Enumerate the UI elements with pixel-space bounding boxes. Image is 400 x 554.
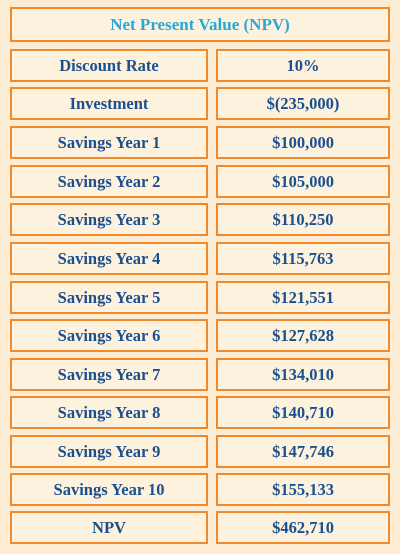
row-value-savings-year-1: $100,000: [216, 126, 390, 159]
row-label-savings-year-8: Savings Year 8: [10, 396, 208, 429]
row-label-discount-rate: Discount Rate: [10, 49, 208, 82]
row-label-savings-year-7: Savings Year 7: [10, 358, 208, 391]
row-value-discount-rate: 10%: [216, 49, 390, 82]
row-value-savings-year-4: $115,763: [216, 242, 390, 275]
row-label-savings-year-10: Savings Year 10: [10, 473, 208, 506]
row-value-savings-year-7: $134,010: [216, 358, 390, 391]
row-value-savings-year-6: $127,628: [216, 319, 390, 352]
row-value-savings-year-3: $110,250: [216, 203, 390, 236]
table-title: Net Present Value (NPV): [10, 7, 390, 42]
row-value-savings-year-5: $121,551: [216, 281, 390, 314]
row-label-savings-year-1: Savings Year 1: [10, 126, 208, 159]
row-label-savings-year-9: Savings Year 9: [10, 435, 208, 468]
row-label-investment: Investment: [10, 87, 208, 120]
row-label-savings-year-5: Savings Year 5: [10, 281, 208, 314]
row-label-savings-year-4: Savings Year 4: [10, 242, 208, 275]
row-value-savings-year-9: $147,746: [216, 435, 390, 468]
row-value-investment: $(235,000): [216, 87, 390, 120]
row-label-npv: NPV: [10, 511, 208, 544]
row-value-npv: $462,710: [216, 511, 390, 544]
row-value-savings-year-10: $155,133: [216, 473, 390, 506]
row-value-savings-year-8: $140,710: [216, 396, 390, 429]
row-label-savings-year-3: Savings Year 3: [10, 203, 208, 236]
row-label-savings-year-6: Savings Year 6: [10, 319, 208, 352]
row-label-savings-year-2: Savings Year 2: [10, 165, 208, 198]
row-value-savings-year-2: $105,000: [216, 165, 390, 198]
